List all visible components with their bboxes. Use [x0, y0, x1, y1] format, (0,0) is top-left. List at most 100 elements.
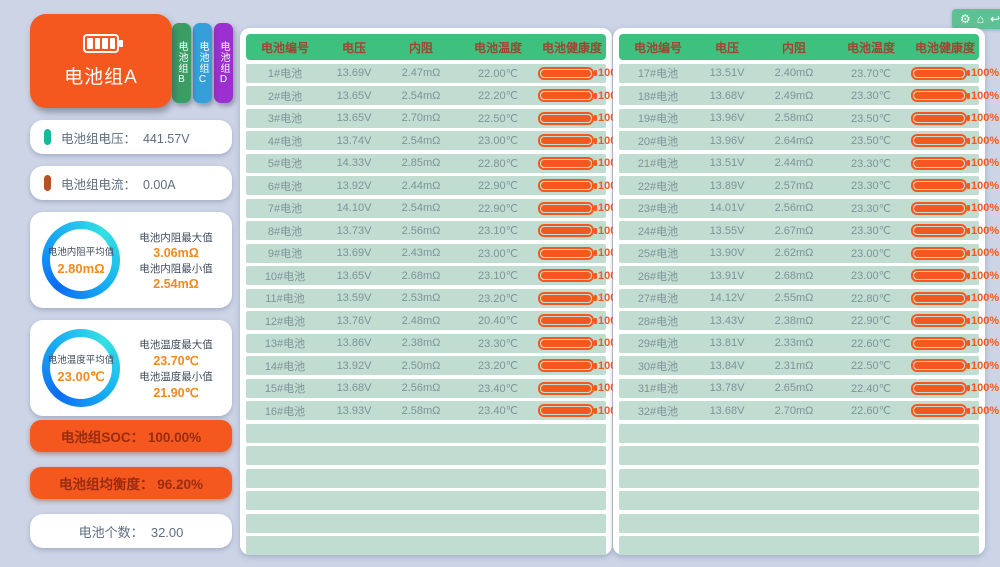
- cell: 23.00℃: [851, 247, 891, 260]
- empty-row: [246, 536, 606, 555]
- cell: 22.20℃: [478, 90, 518, 102]
- balance-label: 电池组均衡度：: [58, 477, 154, 492]
- health-bar-icon: [538, 359, 597, 372]
- voltage-pill-icon: [44, 129, 51, 145]
- cell: 7#电池: [267, 203, 303, 215]
- cell: 22.90℃: [478, 202, 518, 215]
- health-cell: 100%: [911, 404, 999, 417]
- cell: 2.38mΩ: [774, 314, 814, 327]
- table-row: 32#电池 13.68V 2.70mΩ 22.60℃ 100%: [619, 401, 999, 420]
- empty-row: [619, 446, 979, 465]
- health-bar-icon: [538, 179, 597, 192]
- group-tab-label: 电池组D: [218, 40, 229, 86]
- battery-icon: [83, 33, 123, 53]
- cell: 5#电池: [267, 158, 303, 170]
- health-percent: 100%: [971, 382, 1000, 394]
- cell: 13.76V: [336, 314, 372, 327]
- cell: 31#电池: [637, 383, 679, 395]
- health-percent: 100%: [971, 404, 1000, 417]
- cell: 22#电池: [637, 180, 679, 193]
- cell: 23.00℃: [478, 247, 518, 260]
- back-icon[interactable]: ↩: [989, 12, 1000, 26]
- health-percent: 100%: [971, 292, 1000, 304]
- empty-row: [619, 536, 979, 555]
- health-cell: 100%: [911, 381, 1000, 395]
- home-icon[interactable]: ⌂: [976, 12, 984, 26]
- health-bar-icon: [538, 381, 597, 395]
- cell: 14#电池: [264, 360, 306, 373]
- temperature-gauge-ring: 电池温度平均值 23.00℃: [42, 329, 120, 407]
- cell: 13.92V: [336, 179, 372, 192]
- cell: 22.60℃: [851, 405, 891, 417]
- health-bar-icon: [538, 246, 597, 260]
- cell: 23.30℃: [851, 157, 891, 170]
- empty-row: [246, 423, 606, 443]
- health-bar-icon: [911, 314, 970, 327]
- cell: 32#电池: [637, 405, 679, 418]
- group-tab-d[interactable]: 电池组D: [214, 23, 233, 103]
- cell: 20#电池: [637, 135, 679, 148]
- group-tab-label: 电池组C: [197, 40, 208, 86]
- health-percent: 100%: [971, 269, 1000, 282]
- cell: 2.62mΩ: [774, 247, 814, 259]
- group-tab-a-active[interactable]: 电池组A: [30, 14, 172, 108]
- cell: 2.33mΩ: [774, 337, 814, 349]
- cell: 23.20℃: [478, 292, 518, 305]
- column-header: 电池健康度: [541, 40, 602, 55]
- cell: 2.44mΩ: [774, 157, 814, 169]
- column-header: 内阻: [408, 40, 433, 55]
- group-tab-c[interactable]: 电池组C: [193, 23, 212, 103]
- column-header: 电池编号: [260, 40, 309, 55]
- cell: 2.43mΩ: [401, 247, 441, 259]
- cell: 13.93V: [336, 404, 372, 417]
- resistance-avg-value: 2.80mΩ: [57, 261, 105, 276]
- cell: 1#电池: [267, 68, 303, 80]
- cell: 23.50℃: [851, 112, 891, 125]
- cell: 2.58mΩ: [401, 404, 441, 417]
- cell: 13.73V: [336, 224, 372, 237]
- empty-row: [246, 446, 606, 465]
- soc-label: 电池组SOC：: [60, 430, 145, 445]
- cell: 23.30℃: [851, 225, 891, 237]
- table-row: 19#电池 13.96V 2.58mΩ 23.50℃ 100%: [619, 108, 999, 128]
- cell: 2.48mΩ: [401, 314, 441, 327]
- cell: 13.84V: [709, 359, 745, 372]
- health-bar-icon: [911, 381, 970, 395]
- health-cell: 100%: [911, 291, 1000, 305]
- cell: 2.54mΩ: [401, 202, 441, 214]
- cell: 22.50℃: [478, 112, 518, 125]
- cell: 2.56mΩ: [774, 202, 814, 214]
- cell: 6#电池: [267, 180, 303, 193]
- cell: 2.31mΩ: [774, 359, 814, 372]
- cell: 13.68V: [336, 382, 372, 394]
- cell: 13.86V: [336, 337, 372, 349]
- gear-icon[interactable]: ⚙: [959, 12, 971, 26]
- health-bar-icon: [538, 336, 597, 350]
- health-bar-icon: [538, 314, 597, 327]
- health-percent: 100%: [971, 314, 1000, 327]
- current-pill-icon: [44, 175, 51, 191]
- cell: 14.10V: [336, 202, 372, 214]
- cell: 13.91V: [709, 269, 745, 282]
- cell: 2.54mΩ: [401, 89, 441, 102]
- cell: 14.01V: [709, 202, 745, 214]
- resistance-avg-label: 电池内阻平均值: [47, 247, 115, 258]
- cell: 13.65V: [336, 112, 372, 124]
- cell: 13#电池: [264, 338, 306, 350]
- group-tab-b[interactable]: 电池组B: [172, 23, 191, 103]
- health-percent: 100%: [971, 224, 1000, 237]
- health-percent: 100%: [971, 134, 1000, 147]
- cell: 13.69V: [336, 247, 372, 259]
- health-bar-icon: [911, 291, 970, 305]
- group-tab-label: 电池组B: [176, 40, 187, 86]
- cell: 2.58mΩ: [774, 112, 814, 124]
- health-cell: 100%: [911, 336, 999, 350]
- health-cell: 100%: [911, 111, 999, 125]
- pack-balance-card: 电池组均衡度： 96.20%: [30, 467, 232, 499]
- cell: 13.74V: [336, 134, 372, 147]
